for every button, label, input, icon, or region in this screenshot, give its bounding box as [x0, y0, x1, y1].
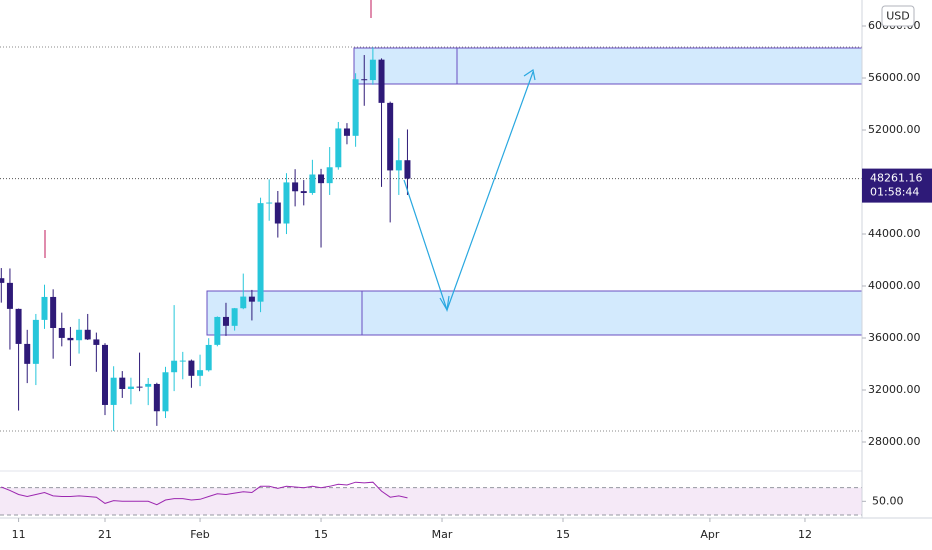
candle-body [84, 329, 91, 340]
rsi-line [1, 481, 408, 506]
x-tick-label: 11 [12, 528, 26, 541]
x-tick-label: 15 [314, 528, 328, 541]
arrow-head [523, 69, 536, 81]
candle-body [231, 308, 238, 326]
candle-body [58, 327, 65, 338]
candle-body [145, 383, 152, 387]
last-price-label: 48261.16 [870, 172, 923, 185]
candle-body [205, 344, 212, 371]
countdown-label: 01:58:44 [870, 186, 919, 199]
candle-body [274, 202, 281, 224]
x-tick-label: Mar [432, 528, 453, 541]
candle-body [127, 386, 134, 389]
y-tick-label: 36000.00 [868, 331, 921, 344]
candle-body [266, 202, 273, 204]
rsi-tick-label: 50.00 [872, 494, 904, 507]
candle-body [41, 296, 48, 320]
candle-body [369, 59, 376, 81]
candle-body [50, 296, 57, 328]
candle-body [171, 360, 178, 373]
x-tick-label: Feb [190, 528, 209, 541]
candle-body [283, 182, 290, 224]
candle-body [222, 316, 229, 326]
candle-body [248, 296, 255, 302]
candle-body [0, 278, 5, 283]
last-price-badge [862, 168, 932, 203]
candle-body [240, 296, 247, 309]
candle-body [326, 167, 333, 184]
candle-body [257, 203, 264, 302]
candle-body [378, 59, 385, 103]
candle-body [153, 383, 160, 412]
candle-body [24, 343, 31, 364]
x-tick-label: Apr [700, 528, 720, 541]
candle-body [93, 339, 100, 345]
axis-layer: 60000.0056000.0052000.0048000.0044000.00… [12, 19, 932, 541]
candle-body [214, 316, 221, 345]
candle-body [32, 319, 39, 364]
candle-body [188, 360, 195, 376]
candle-body [300, 191, 307, 194]
candle-body [101, 344, 108, 405]
currency: USD [886, 10, 910, 23]
candle-body [197, 370, 204, 376]
candle-body [179, 360, 186, 362]
candle-body [335, 128, 342, 168]
candle-body [6, 282, 13, 309]
candle-body [361, 79, 368, 81]
y-tick-label: 28000.00 [868, 435, 921, 448]
candle-body [318, 174, 325, 184]
y-tick-label: 52000.00 [868, 123, 921, 136]
y-tick-label: 40000.00 [868, 279, 921, 292]
candle-body [404, 160, 411, 179]
y-tick-label: 44000.00 [868, 227, 921, 240]
x-tick-label: 21 [98, 528, 112, 541]
x-tick-label: 15 [556, 528, 570, 541]
x-tick-label: 12 [798, 528, 812, 541]
candle-body [343, 128, 350, 136]
candle-body [119, 377, 126, 389]
y-tick-label: 32000.00 [868, 383, 921, 396]
candle-body [67, 337, 74, 341]
candle-body [352, 79, 359, 136]
y-tick-label: 56000.00 [868, 71, 921, 84]
candle-body [162, 372, 169, 412]
candle-body [395, 160, 402, 171]
candle-body [136, 386, 143, 388]
arrow-head [439, 295, 450, 312]
candle-body [292, 182, 299, 192]
candle-body [110, 377, 117, 405]
front-layer [0, 47, 411, 506]
currency-badge[interactable] [881, 5, 915, 27]
supply-zone [353, 47, 863, 85]
candle-body [76, 329, 83, 341]
candle-body [15, 308, 22, 344]
candle-body [387, 102, 394, 171]
demand-zone [206, 290, 863, 336]
candle-body [309, 174, 316, 193]
